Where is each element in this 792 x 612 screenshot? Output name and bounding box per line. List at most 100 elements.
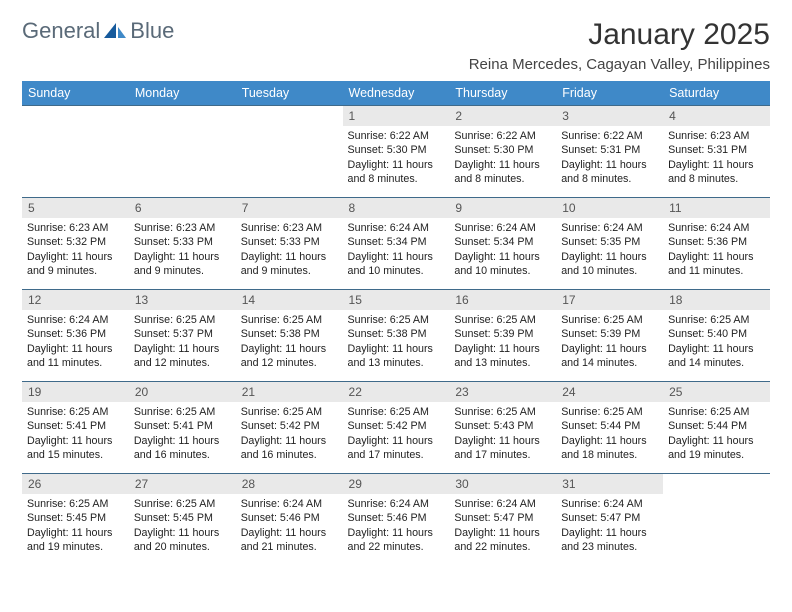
day-detail: Sunrise: 6:25 AMSunset: 5:44 PMDaylight:… — [663, 402, 770, 465]
brand-logo: General Blue — [22, 18, 174, 44]
day-cell: 29Sunrise: 6:24 AMSunset: 5:46 PMDayligh… — [343, 474, 450, 566]
day-detail: Sunrise: 6:23 AMSunset: 5:33 PMDaylight:… — [129, 218, 236, 281]
day-number: 5 — [22, 198, 129, 218]
day-cell: 7Sunrise: 6:23 AMSunset: 5:33 PMDaylight… — [236, 198, 343, 290]
day-cell: 17Sunrise: 6:25 AMSunset: 5:39 PMDayligh… — [556, 290, 663, 382]
day-detail: Sunrise: 6:23 AMSunset: 5:33 PMDaylight:… — [236, 218, 343, 281]
day-number: 25 — [663, 382, 770, 402]
day-number: 24 — [556, 382, 663, 402]
day-detail: Sunrise: 6:23 AMSunset: 5:32 PMDaylight:… — [22, 218, 129, 281]
day-cell: 30Sunrise: 6:24 AMSunset: 5:47 PMDayligh… — [449, 474, 556, 566]
day-number: 15 — [343, 290, 450, 310]
day-number: 23 — [449, 382, 556, 402]
day-cell: 12Sunrise: 6:24 AMSunset: 5:36 PMDayligh… — [22, 290, 129, 382]
day-number: 9 — [449, 198, 556, 218]
month-title: January 2025 — [588, 18, 770, 52]
day-detail: Sunrise: 6:24 AMSunset: 5:34 PMDaylight:… — [449, 218, 556, 281]
day-detail: Sunrise: 6:23 AMSunset: 5:31 PMDaylight:… — [663, 126, 770, 189]
day-number: 17 — [556, 290, 663, 310]
day-cell — [22, 106, 129, 198]
day-number: 3 — [556, 106, 663, 126]
day-cell: 31Sunrise: 6:24 AMSunset: 5:47 PMDayligh… — [556, 474, 663, 566]
day-number: 12 — [22, 290, 129, 310]
day-cell: 11Sunrise: 6:24 AMSunset: 5:36 PMDayligh… — [663, 198, 770, 290]
day-number: 1 — [343, 106, 450, 126]
day-cell — [129, 106, 236, 198]
day-detail: Sunrise: 6:24 AMSunset: 5:36 PMDaylight:… — [663, 218, 770, 281]
calendar-body: 1Sunrise: 6:22 AMSunset: 5:30 PMDaylight… — [22, 106, 770, 566]
day-detail: Sunrise: 6:25 AMSunset: 5:38 PMDaylight:… — [236, 310, 343, 373]
day-number: 30 — [449, 474, 556, 494]
day-detail: Sunrise: 6:25 AMSunset: 5:42 PMDaylight:… — [236, 402, 343, 465]
weekday-header: Monday — [129, 81, 236, 106]
day-detail: Sunrise: 6:24 AMSunset: 5:36 PMDaylight:… — [22, 310, 129, 373]
day-cell: 15Sunrise: 6:25 AMSunset: 5:38 PMDayligh… — [343, 290, 450, 382]
day-cell: 2Sunrise: 6:22 AMSunset: 5:30 PMDaylight… — [449, 106, 556, 198]
day-number: 7 — [236, 198, 343, 218]
day-detail: Sunrise: 6:22 AMSunset: 5:31 PMDaylight:… — [556, 126, 663, 189]
brand-name-2: Blue — [130, 18, 174, 44]
day-cell: 3Sunrise: 6:22 AMSunset: 5:31 PMDaylight… — [556, 106, 663, 198]
location-label: Reina Mercedes, Cagayan Valley, Philippi… — [22, 56, 770, 73]
day-cell: 10Sunrise: 6:24 AMSunset: 5:35 PMDayligh… — [556, 198, 663, 290]
day-number: 28 — [236, 474, 343, 494]
day-detail: Sunrise: 6:25 AMSunset: 5:43 PMDaylight:… — [449, 402, 556, 465]
week-row: 26Sunrise: 6:25 AMSunset: 5:45 PMDayligh… — [22, 474, 770, 566]
day-number: 20 — [129, 382, 236, 402]
day-cell: 28Sunrise: 6:24 AMSunset: 5:46 PMDayligh… — [236, 474, 343, 566]
day-number: 19 — [22, 382, 129, 402]
week-row: 1Sunrise: 6:22 AMSunset: 5:30 PMDaylight… — [22, 106, 770, 198]
day-number: 26 — [22, 474, 129, 494]
day-cell: 22Sunrise: 6:25 AMSunset: 5:42 PMDayligh… — [343, 382, 450, 474]
day-detail: Sunrise: 6:24 AMSunset: 5:47 PMDaylight:… — [556, 494, 663, 557]
day-cell: 27Sunrise: 6:25 AMSunset: 5:45 PMDayligh… — [129, 474, 236, 566]
weekday-header: Tuesday — [236, 81, 343, 106]
day-detail: Sunrise: 6:25 AMSunset: 5:37 PMDaylight:… — [129, 310, 236, 373]
day-detail: Sunrise: 6:24 AMSunset: 5:46 PMDaylight:… — [236, 494, 343, 557]
title-block: January 2025 — [588, 18, 770, 52]
day-detail: Sunrise: 6:25 AMSunset: 5:39 PMDaylight:… — [556, 310, 663, 373]
day-number: 22 — [343, 382, 450, 402]
day-number: 14 — [236, 290, 343, 310]
day-number: 2 — [449, 106, 556, 126]
day-number: 8 — [343, 198, 450, 218]
day-cell: 16Sunrise: 6:25 AMSunset: 5:39 PMDayligh… — [449, 290, 556, 382]
day-detail: Sunrise: 6:25 AMSunset: 5:45 PMDaylight:… — [129, 494, 236, 557]
day-number: 29 — [343, 474, 450, 494]
day-cell: 9Sunrise: 6:24 AMSunset: 5:34 PMDaylight… — [449, 198, 556, 290]
week-row: 19Sunrise: 6:25 AMSunset: 5:41 PMDayligh… — [22, 382, 770, 474]
day-number: 31 — [556, 474, 663, 494]
week-row: 12Sunrise: 6:24 AMSunset: 5:36 PMDayligh… — [22, 290, 770, 382]
day-number: 27 — [129, 474, 236, 494]
day-number: 18 — [663, 290, 770, 310]
day-number: 10 — [556, 198, 663, 218]
sail-icon — [102, 21, 128, 41]
day-detail: Sunrise: 6:25 AMSunset: 5:38 PMDaylight:… — [343, 310, 450, 373]
day-detail: Sunrise: 6:22 AMSunset: 5:30 PMDaylight:… — [449, 126, 556, 189]
weekday-header: Saturday — [663, 81, 770, 106]
week-row: 5Sunrise: 6:23 AMSunset: 5:32 PMDaylight… — [22, 198, 770, 290]
weekday-header-row: SundayMondayTuesdayWednesdayThursdayFrid… — [22, 81, 770, 106]
day-cell — [663, 474, 770, 566]
day-detail: Sunrise: 6:25 AMSunset: 5:40 PMDaylight:… — [663, 310, 770, 373]
day-detail: Sunrise: 6:24 AMSunset: 5:35 PMDaylight:… — [556, 218, 663, 281]
day-number: 13 — [129, 290, 236, 310]
day-cell: 1Sunrise: 6:22 AMSunset: 5:30 PMDaylight… — [343, 106, 450, 198]
day-cell: 13Sunrise: 6:25 AMSunset: 5:37 PMDayligh… — [129, 290, 236, 382]
day-cell: 4Sunrise: 6:23 AMSunset: 5:31 PMDaylight… — [663, 106, 770, 198]
day-cell: 6Sunrise: 6:23 AMSunset: 5:33 PMDaylight… — [129, 198, 236, 290]
header: General Blue January 2025 — [22, 18, 770, 52]
day-cell: 24Sunrise: 6:25 AMSunset: 5:44 PMDayligh… — [556, 382, 663, 474]
day-cell: 14Sunrise: 6:25 AMSunset: 5:38 PMDayligh… — [236, 290, 343, 382]
brand-name-1: General — [22, 18, 100, 44]
calendar-table: SundayMondayTuesdayWednesdayThursdayFrid… — [22, 81, 770, 566]
day-number: 4 — [663, 106, 770, 126]
day-cell: 26Sunrise: 6:25 AMSunset: 5:45 PMDayligh… — [22, 474, 129, 566]
weekday-header: Wednesday — [343, 81, 450, 106]
day-cell: 25Sunrise: 6:25 AMSunset: 5:44 PMDayligh… — [663, 382, 770, 474]
day-cell: 23Sunrise: 6:25 AMSunset: 5:43 PMDayligh… — [449, 382, 556, 474]
weekday-header: Sunday — [22, 81, 129, 106]
day-number: 6 — [129, 198, 236, 218]
day-cell: 5Sunrise: 6:23 AMSunset: 5:32 PMDaylight… — [22, 198, 129, 290]
day-detail: Sunrise: 6:25 AMSunset: 5:39 PMDaylight:… — [449, 310, 556, 373]
